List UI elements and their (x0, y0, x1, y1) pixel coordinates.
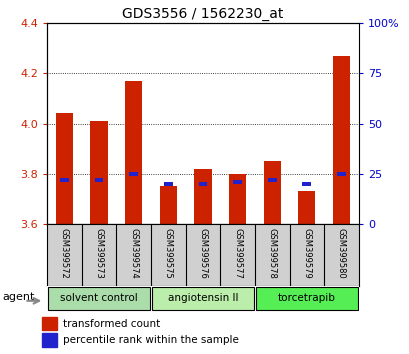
Title: GDS3556 / 1562230_at: GDS3556 / 1562230_at (122, 7, 283, 21)
Bar (164, 182, 172, 186)
FancyBboxPatch shape (255, 287, 357, 310)
Bar (228, 174, 246, 224)
Bar (125, 81, 142, 224)
Bar (159, 186, 177, 224)
Bar (42, 317, 56, 330)
Bar (198, 182, 207, 186)
Text: GSM399572: GSM399572 (60, 228, 69, 279)
Bar (42, 333, 56, 347)
Text: GSM399574: GSM399574 (129, 228, 138, 279)
Bar (233, 180, 241, 184)
Bar (302, 182, 310, 186)
Text: angiotensin II: angiotensin II (167, 293, 238, 303)
Bar (297, 192, 315, 224)
Bar (267, 178, 276, 182)
Bar (263, 161, 280, 224)
Text: GSM399579: GSM399579 (301, 228, 310, 279)
Bar (94, 178, 103, 182)
Text: GSM399578: GSM399578 (267, 228, 276, 279)
Text: percentile rank within the sample: percentile rank within the sample (63, 335, 238, 345)
Bar (336, 172, 345, 176)
Bar (90, 121, 108, 224)
Bar (129, 172, 138, 176)
Text: torcetrapib: torcetrapib (277, 293, 335, 303)
Text: GSM399580: GSM399580 (336, 228, 345, 279)
Text: GSM399577: GSM399577 (232, 228, 241, 279)
Bar (60, 178, 69, 182)
FancyBboxPatch shape (48, 287, 150, 310)
Bar (194, 169, 211, 224)
Text: GSM399573: GSM399573 (94, 228, 103, 279)
FancyBboxPatch shape (151, 287, 254, 310)
Text: solvent control: solvent control (60, 293, 137, 303)
Bar (56, 114, 73, 224)
Text: GSM399575: GSM399575 (164, 228, 173, 279)
Bar (332, 56, 349, 224)
Text: agent: agent (2, 292, 34, 302)
Text: transformed count: transformed count (63, 319, 160, 329)
Text: GSM399576: GSM399576 (198, 228, 207, 279)
